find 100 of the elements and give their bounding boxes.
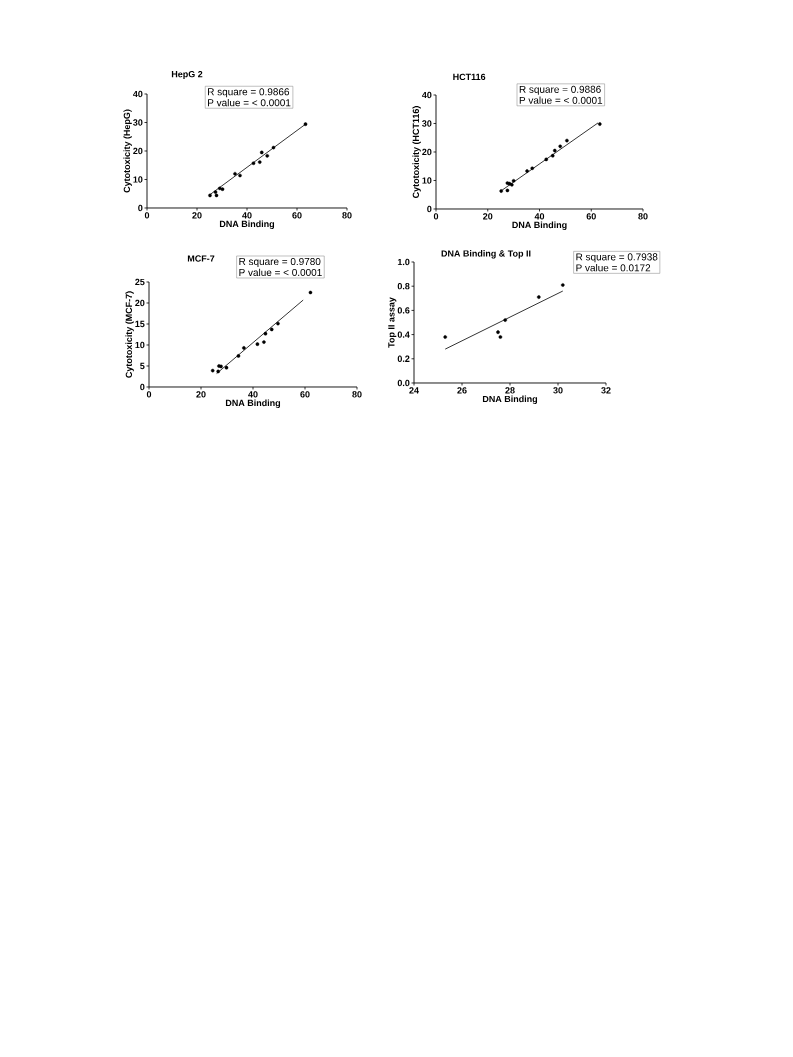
- annotation: R square = 0.9866: [208, 88, 290, 98]
- point: [550, 153, 555, 158]
- y-tick-label: 0: [138, 204, 143, 212]
- point: [561, 283, 565, 287]
- y-tick-label: 0: [427, 205, 432, 213]
- point: [525, 169, 529, 173]
- point: [565, 138, 569, 143]
- point: [216, 369, 220, 374]
- point: [259, 150, 264, 155]
- point: [505, 188, 510, 193]
- point: [308, 290, 313, 295]
- point: [262, 340, 266, 344]
- x-axis-title: DNA Binding: [512, 221, 567, 230]
- point: [217, 186, 222, 191]
- point: [498, 335, 503, 339]
- point: [236, 354, 241, 358]
- point: [214, 193, 219, 198]
- x-tick-label: 60: [586, 213, 596, 220]
- point: [208, 193, 212, 198]
- x-tick-label: 24: [409, 387, 419, 394]
- text: R square = 0.9780: [239, 257, 321, 267]
- y-tick-label: 10: [133, 176, 143, 183]
- annotation: P value = 0.0172: [576, 264, 651, 272]
- x-tick-label: 60: [300, 391, 310, 398]
- point: [537, 295, 541, 299]
- y-tick-label: 20: [422, 148, 432, 156]
- point: [499, 189, 503, 193]
- x-tick-label: 80: [638, 213, 648, 220]
- y-axis-title: Cytotoxicity (MCF-7): [125, 291, 134, 378]
- chart-title: MCF-7: [187, 255, 215, 262]
- x-tick-label: 40: [534, 213, 545, 220]
- point: [210, 368, 215, 373]
- point: [303, 122, 308, 126]
- x-axis-title: DNA Binding: [219, 220, 275, 229]
- y-axis-title: Cytotoxicity (HepG): [123, 109, 132, 193]
- point: [220, 187, 225, 191]
- y-tick-label: 20: [133, 147, 143, 155]
- point: [276, 321, 280, 326]
- point: [271, 145, 276, 150]
- point: [242, 346, 246, 350]
- point: [510, 182, 514, 187]
- x-tick-label: 20: [483, 213, 493, 220]
- x-axis-title: DNA Binding: [482, 395, 538, 404]
- point: [251, 161, 256, 166]
- point: [257, 160, 262, 164]
- y-axis-title: Top II assay: [388, 297, 397, 348]
- point: [269, 327, 274, 332]
- y-tick-label: 25: [135, 278, 145, 286]
- point: [598, 122, 602, 126]
- y-tick-label: 10: [135, 341, 145, 349]
- x-tick-label: 0: [433, 213, 439, 220]
- x-tick-label: 40: [242, 212, 252, 219]
- x-tick-label: 40: [248, 391, 258, 398]
- y-tick-label: 0.4: [397, 331, 410, 338]
- point: [496, 330, 500, 334]
- y-tick-label: 1.0: [397, 258, 410, 266]
- annotation: P value = < 0.0001: [519, 96, 603, 104]
- point: [511, 178, 516, 183]
- chart-title: DNA Binding & Top II: [441, 250, 531, 259]
- point: [530, 166, 535, 171]
- y-tick-label: 30: [422, 120, 432, 127]
- y-tick-label: 40: [421, 91, 432, 99]
- y-tick-label: 10: [422, 177, 432, 184]
- y-axis-title: Cytotoxicity (HCT116): [412, 106, 421, 198]
- annotation: P value = < 0.0001: [208, 98, 291, 107]
- text: P value = < 0.0001: [239, 268, 322, 276]
- point: [443, 335, 447, 339]
- x-tick-label: 80: [342, 212, 352, 219]
- x-tick-label: 0: [146, 391, 152, 398]
- text: R square = 0.9886: [519, 85, 601, 95]
- x-tick-label: 80: [352, 391, 362, 398]
- point: [233, 172, 237, 176]
- x-tick-label: 26: [457, 387, 467, 394]
- x-tick-label: 20: [192, 212, 202, 219]
- y-tick-label: 40: [132, 90, 143, 98]
- point: [503, 318, 507, 322]
- annotation: R square = 0.7938: [576, 253, 658, 263]
- y-tick-label: 5: [140, 362, 145, 370]
- x-tick-label: 60: [292, 212, 302, 219]
- y-tick-label: 0.0: [397, 379, 410, 387]
- point: [238, 173, 242, 178]
- point: [544, 157, 549, 162]
- chart-title: HepG 2: [171, 70, 203, 80]
- point: [213, 190, 218, 194]
- point: [224, 365, 229, 370]
- y-tick-label: 30: [133, 119, 143, 126]
- x-tick-label: 30: [553, 387, 563, 394]
- y-tick-label: 0.8: [397, 283, 410, 290]
- y-tick-label: 20: [135, 299, 145, 307]
- y-tick-label: 15: [135, 320, 145, 328]
- point: [552, 148, 557, 153]
- x-tick-label: 32: [601, 387, 611, 394]
- point: [265, 154, 270, 158]
- x-axis-title: DNA Binding: [225, 399, 281, 408]
- point: [263, 331, 268, 336]
- x-tick-label: 28: [505, 387, 515, 394]
- point: [255, 342, 260, 346]
- chart-title: HCT116: [453, 73, 486, 81]
- point: [558, 144, 562, 149]
- x-tick-label: 20: [196, 391, 206, 398]
